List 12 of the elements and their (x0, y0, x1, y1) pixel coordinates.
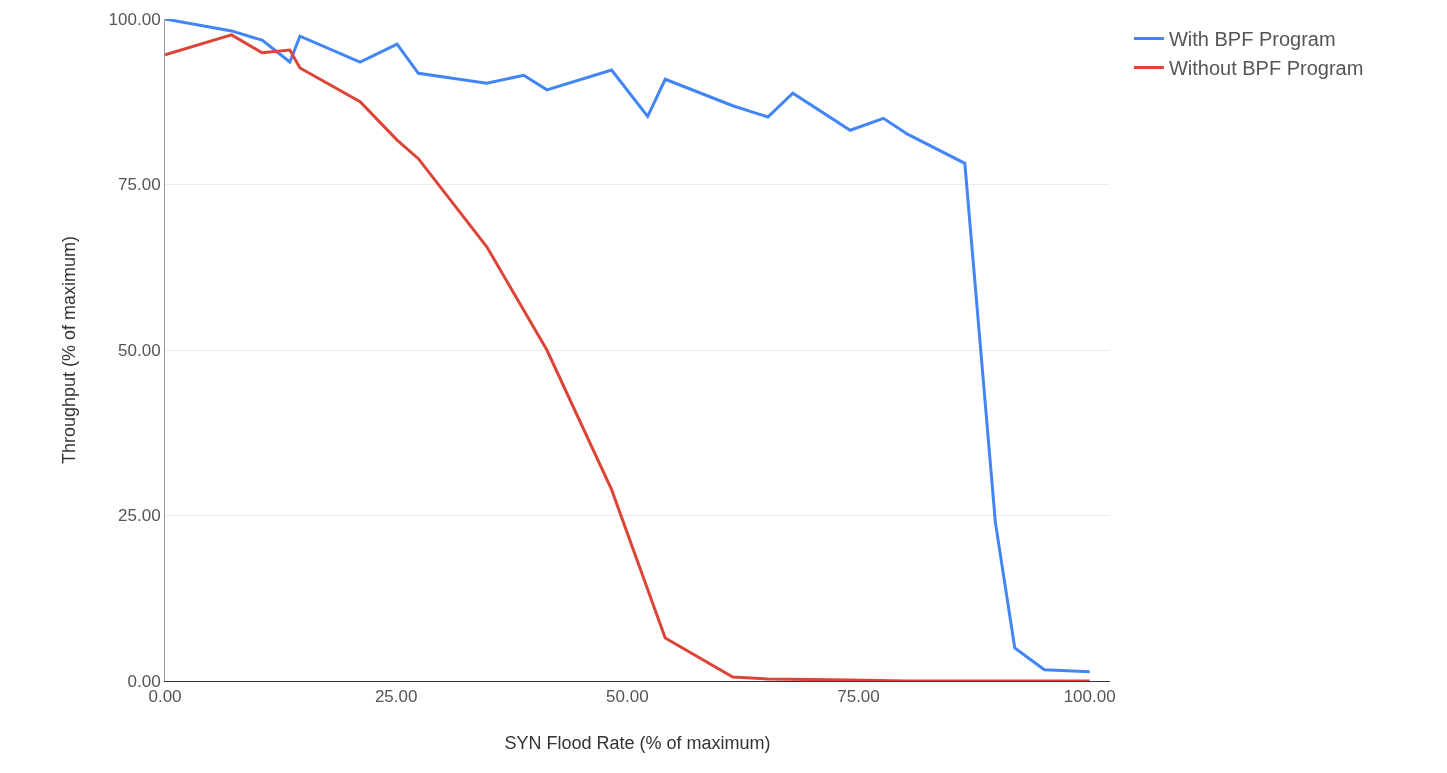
x-tick-label: 75.00 (837, 687, 880, 707)
y-tick-label: 100.00 (108, 9, 161, 29)
y-tick-label: 75.00 (118, 175, 161, 195)
x-tick-label: 100.00 (1063, 687, 1116, 707)
x-axis-title: SYN Flood Rate (% of maximum) (504, 732, 771, 753)
y-axis-title: Throughput (% of maximum) (58, 235, 79, 465)
x-tick-label: 50.00 (606, 687, 649, 707)
x-tick-label: 25.00 (374, 687, 418, 707)
y-tick-label: 25.00 (118, 506, 161, 526)
legend-label: With BPF Program (1168, 28, 1336, 51)
y-tick-label: 50.00 (118, 340, 161, 360)
legend-label: Without BPF Program (1168, 57, 1364, 80)
